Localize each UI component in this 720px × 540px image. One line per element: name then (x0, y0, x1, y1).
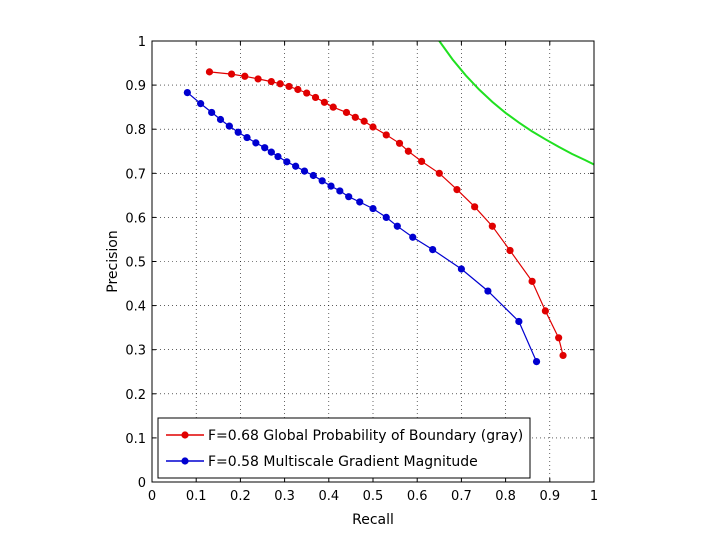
y-tick-label: 0.1 (125, 432, 146, 447)
data-point (435, 169, 443, 177)
y-tick-label: 0.5 (125, 256, 146, 271)
data-point (382, 131, 390, 139)
data-point (453, 186, 461, 194)
y-tick-label: 0.6 (125, 211, 146, 226)
data-point (327, 182, 335, 190)
data-point (283, 158, 291, 166)
data-point (225, 122, 233, 130)
data-point (303, 89, 311, 97)
data-point (227, 70, 236, 78)
data-point (528, 277, 536, 285)
data-point (471, 203, 479, 211)
data-point (559, 351, 567, 360)
data-point (254, 75, 262, 83)
data-point (243, 133, 251, 142)
data-point (183, 88, 191, 97)
data-point (515, 317, 523, 326)
data-point (329, 103, 337, 111)
data-point (356, 198, 364, 206)
data-point (506, 246, 514, 255)
data-point (484, 287, 492, 295)
data-point (369, 123, 377, 131)
data-point (292, 162, 300, 170)
data-point (311, 93, 320, 102)
legend-box (157, 417, 531, 479)
data-point (429, 245, 437, 254)
data-point (342, 108, 351, 117)
legend-swatch-marker (181, 457, 189, 465)
data-point (318, 177, 326, 185)
data-point (457, 265, 465, 273)
data-point (276, 80, 284, 88)
x-tick-label: 0.4 (318, 489, 339, 504)
y-tick-label: 1 (138, 35, 146, 50)
data-point (294, 85, 302, 94)
series-2 (438, 41, 594, 166)
data-point (241, 72, 249, 80)
legend-label: F=0.68 Global Probability of Boundary (g… (208, 428, 523, 444)
x-tick-label: 0 (148, 489, 156, 504)
data-point (252, 139, 260, 147)
data-point (309, 171, 317, 180)
x-axis-label: Recall (352, 512, 394, 528)
data-point (488, 222, 496, 230)
y-tick-label: 0.4 (125, 300, 146, 315)
data-point (320, 98, 328, 106)
x-tick-label: 0.6 (407, 489, 428, 504)
data-point (369, 204, 377, 213)
data-point (404, 147, 412, 155)
data-point (336, 187, 344, 195)
series-1 (183, 88, 541, 366)
data-point (532, 358, 541, 366)
y-axis-label: Precision (105, 230, 121, 292)
x-tick-label: 0.5 (363, 489, 384, 504)
data-point (300, 167, 309, 175)
data-point (351, 113, 359, 121)
data-point (360, 117, 368, 125)
x-tick-label: 0.3 (274, 489, 295, 504)
series-layer (183, 41, 594, 366)
data-point (418, 157, 426, 165)
data-point (285, 82, 293, 91)
data-point (409, 233, 417, 241)
data-point (541, 307, 549, 315)
data-point (216, 115, 225, 124)
data-point (395, 139, 404, 147)
data-point (555, 334, 563, 342)
data-point (261, 144, 269, 152)
data-point (393, 222, 401, 230)
x-tick-label: 0.2 (230, 489, 251, 504)
legend-label: F=0.58 Multiscale Gradient Magnitude (208, 454, 478, 470)
data-point (274, 152, 282, 161)
y-tick-label: 0 (138, 476, 146, 491)
y-tick-label: 0.8 (125, 123, 146, 138)
x-tick-label: 1 (590, 489, 598, 504)
data-point (234, 128, 242, 136)
y-tick-label: 0.2 (125, 388, 146, 403)
x-tick-label: 0.1 (186, 489, 207, 504)
data-point (267, 77, 275, 86)
data-point (197, 100, 205, 108)
legend: F=0.68 Global Probability of Boundary (g… (157, 417, 531, 479)
x-tick-label: 0.7 (451, 489, 472, 504)
legend-swatch-marker (181, 431, 189, 439)
y-tick-label: 0.9 (125, 79, 146, 94)
x-tick-label: 0.8 (495, 489, 516, 504)
legend-item: F=0.58 Multiscale Gradient Magnitude (166, 454, 478, 470)
y-tick-label: 0.3 (125, 344, 146, 359)
data-point (208, 108, 216, 117)
series-0 (205, 68, 567, 360)
data-point (345, 193, 353, 201)
data-point (382, 213, 390, 221)
legend-item: F=0.68 Global Probability of Boundary (g… (166, 428, 523, 444)
data-point (267, 148, 275, 156)
data-point (205, 68, 214, 76)
axis-ticks: 0 0.1 0.2 0.3 0.4 0.5 0.6 0.7 0.8 0.9 1 0 0.1 0.2 0.3 0… (125, 35, 598, 504)
series-line (438, 41, 594, 166)
y-tick-label: 0.7 (125, 167, 146, 182)
x-tick-label: 0.9 (539, 489, 560, 504)
